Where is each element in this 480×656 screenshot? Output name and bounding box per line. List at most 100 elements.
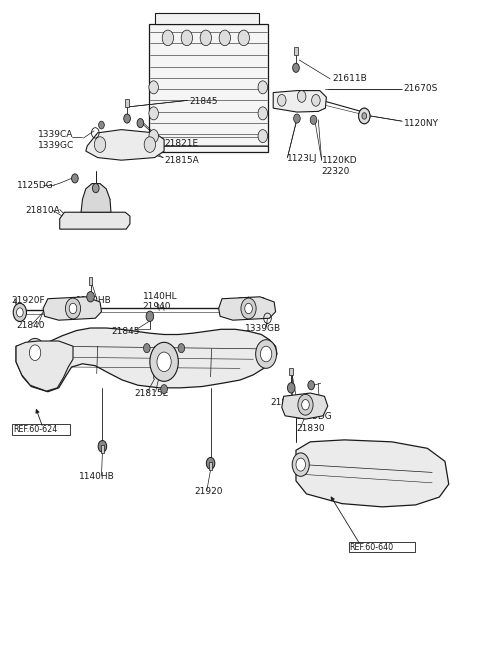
Circle shape — [150, 342, 179, 381]
Polygon shape — [43, 297, 101, 320]
Text: 1140HB: 1140HB — [79, 472, 114, 482]
Bar — [89, 277, 93, 285]
Text: 21840: 21840 — [16, 321, 45, 330]
Polygon shape — [16, 341, 73, 391]
Circle shape — [293, 63, 300, 72]
Circle shape — [245, 303, 252, 314]
Text: 21850: 21850 — [238, 297, 266, 306]
Circle shape — [258, 107, 267, 120]
Circle shape — [144, 136, 156, 152]
Circle shape — [310, 115, 317, 125]
Circle shape — [362, 113, 367, 119]
Circle shape — [256, 340, 276, 368]
Circle shape — [298, 91, 306, 102]
Circle shape — [238, 30, 250, 46]
Bar — [12, 424, 70, 435]
Circle shape — [261, 346, 272, 362]
Text: 21845: 21845 — [111, 327, 140, 336]
Polygon shape — [86, 130, 164, 160]
Circle shape — [241, 298, 256, 319]
Polygon shape — [16, 328, 277, 392]
Circle shape — [72, 174, 78, 183]
Polygon shape — [219, 297, 276, 320]
Text: 21670S: 21670S — [404, 84, 438, 93]
Bar — [294, 47, 298, 55]
Text: 21810A: 21810A — [25, 206, 60, 215]
Circle shape — [24, 338, 46, 367]
Text: 1125DG: 1125DG — [17, 181, 54, 190]
Circle shape — [219, 30, 230, 46]
Text: 1125DG: 1125DG — [296, 412, 333, 421]
Text: 1339CA: 1339CA — [38, 131, 74, 139]
Bar — [100, 445, 104, 453]
Circle shape — [292, 453, 309, 476]
Circle shape — [162, 30, 174, 46]
Circle shape — [149, 107, 158, 120]
Circle shape — [13, 303, 26, 321]
Circle shape — [65, 298, 81, 319]
Text: 21821E: 21821E — [164, 139, 198, 148]
Circle shape — [359, 108, 370, 124]
Circle shape — [359, 108, 370, 124]
Bar — [349, 542, 415, 552]
Polygon shape — [60, 213, 130, 229]
Circle shape — [149, 81, 158, 94]
Circle shape — [206, 457, 215, 469]
Circle shape — [29, 345, 41, 361]
Circle shape — [258, 81, 267, 94]
Text: 1140HL: 1140HL — [143, 292, 178, 300]
Circle shape — [294, 114, 300, 123]
Bar — [209, 462, 213, 470]
Circle shape — [161, 384, 168, 394]
Text: 21611B: 21611B — [333, 74, 367, 83]
Text: 21841C: 21841C — [270, 398, 305, 407]
Circle shape — [137, 119, 144, 128]
Text: REF.60-624: REF.60-624 — [13, 425, 58, 434]
Text: 1339GB: 1339GB — [245, 324, 281, 333]
Text: 1120KD: 1120KD — [322, 156, 357, 165]
Circle shape — [200, 30, 212, 46]
Text: 21940: 21940 — [143, 302, 171, 311]
Circle shape — [124, 114, 131, 123]
Text: 22320: 22320 — [322, 167, 350, 176]
Text: 21920F: 21920F — [12, 296, 45, 304]
Text: 1140HB: 1140HB — [76, 296, 112, 304]
Text: REF.60-640: REF.60-640 — [349, 543, 393, 552]
Polygon shape — [282, 393, 328, 419]
Text: 21815E: 21815E — [135, 389, 169, 398]
Bar — [289, 368, 293, 375]
Circle shape — [308, 380, 314, 390]
Polygon shape — [149, 24, 267, 152]
Bar — [125, 99, 129, 107]
Circle shape — [312, 94, 320, 106]
Text: 21830: 21830 — [296, 424, 324, 434]
Circle shape — [69, 303, 77, 314]
Polygon shape — [81, 184, 111, 213]
Circle shape — [144, 344, 150, 353]
Circle shape — [95, 136, 106, 152]
Circle shape — [298, 394, 313, 415]
Polygon shape — [296, 440, 449, 507]
Circle shape — [178, 344, 185, 353]
Text: 1123LJ: 1123LJ — [287, 154, 317, 163]
Polygon shape — [273, 91, 326, 112]
Circle shape — [93, 184, 99, 193]
Text: 21920: 21920 — [194, 487, 223, 497]
Circle shape — [157, 352, 171, 371]
Circle shape — [98, 121, 104, 129]
Circle shape — [98, 441, 107, 452]
Circle shape — [277, 94, 286, 106]
Circle shape — [258, 130, 267, 142]
Circle shape — [87, 291, 95, 302]
Circle shape — [181, 30, 192, 46]
Circle shape — [16, 308, 23, 317]
Polygon shape — [155, 12, 259, 24]
Text: 1339GC: 1339GC — [38, 141, 74, 150]
Circle shape — [296, 458, 305, 471]
Circle shape — [301, 400, 309, 410]
Text: 1120NY: 1120NY — [404, 119, 439, 128]
Circle shape — [146, 311, 154, 321]
Circle shape — [288, 382, 295, 393]
Text: 21815A: 21815A — [164, 155, 199, 165]
Text: 21845: 21845 — [189, 97, 218, 106]
